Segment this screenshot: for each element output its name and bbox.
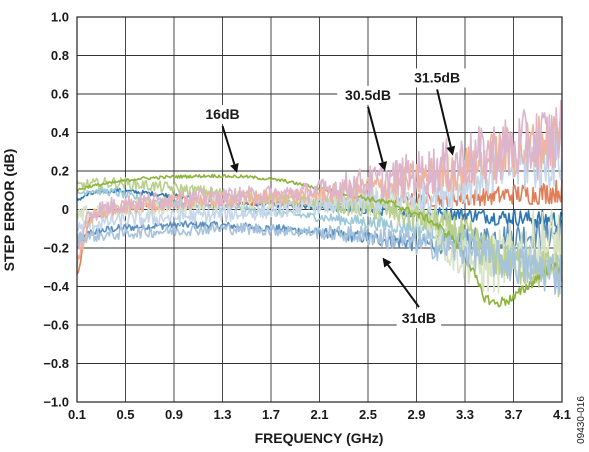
y-tick-label: 1.0 [51, 10, 69, 25]
y-tick-labels: 1.0 0.8 0.6 0.4 0.2 0 −0.2 −0.4 −0.6 −0.8 −1.0 [43, 10, 69, 410]
x-tick-label: 0.9 [165, 407, 183, 422]
annotation-label-box [396, 309, 442, 329]
x-tick-label: 3.3 [456, 407, 474, 422]
annotations: 16dB 30.5dB 31.5dB 31dB [200, 68, 468, 329]
y-tick-label: −1.0 [43, 395, 69, 410]
x-tick-label: 2.1 [310, 407, 328, 422]
annotation-label-box [337, 85, 399, 105]
x-tick-label: 2.5 [359, 407, 377, 422]
x-tick-label: 2.9 [407, 407, 425, 422]
x-tick-label: 0.5 [116, 407, 134, 422]
annotation-arrowhead [446, 145, 456, 156]
annotation-arrowhead [378, 161, 388, 171]
annotation-label: 31.5dB [414, 69, 460, 85]
annotation-label: 31dB [402, 310, 436, 326]
plot-frame [76, 16, 563, 403]
annotation-arrow [387, 264, 420, 308]
series-line-31-5db [76, 99, 563, 250]
annotation-label: 16dB [205, 106, 239, 122]
annotation-arrowhead [230, 162, 239, 173]
y-tick-label: −0.6 [43, 318, 69, 333]
x-tick-label: 4.1 [553, 407, 571, 422]
series-line-16db [76, 173, 563, 308]
annotation-arrowhead [382, 257, 392, 268]
y-tick-label: 0.2 [51, 164, 69, 179]
y-tick-label: 0.6 [51, 87, 69, 102]
y-tick-label: −0.8 [43, 356, 69, 371]
series-line-31db [76, 222, 563, 295]
y-tick-label: −0.4 [43, 279, 69, 294]
x-axis-label: FREQUENCY (GHz) [255, 430, 384, 446]
series-group [76, 99, 563, 308]
y-tick-label: 0.4 [51, 125, 70, 140]
annotation-arrow [436, 89, 452, 148]
x-tick-label: 3.7 [504, 407, 522, 422]
x-tick-label: 0.1 [68, 407, 86, 422]
x-tick-label: 1.7 [262, 407, 280, 422]
annotation-label: 30.5dB [345, 87, 391, 103]
x-tick-labels: 0.1 0.5 0.9 1.3 1.7 2.1 2.5 2.9 3.3 3.7 4.1 [68, 407, 571, 422]
annotation-label-box [406, 68, 468, 88]
figure-id: 09430-016 [576, 396, 587, 444]
y-tick-label: 0.8 [51, 48, 69, 63]
annotation-arrow [367, 106, 384, 163]
x-tick-label: 1.3 [213, 407, 231, 422]
annotation-arrow [221, 125, 236, 165]
y-axis-label: STEP ERROR (dB) [1, 149, 17, 272]
annotation-label-box [200, 105, 245, 125]
y-tick-label: 0 [62, 202, 69, 217]
y-tick-label: −0.2 [43, 241, 69, 256]
